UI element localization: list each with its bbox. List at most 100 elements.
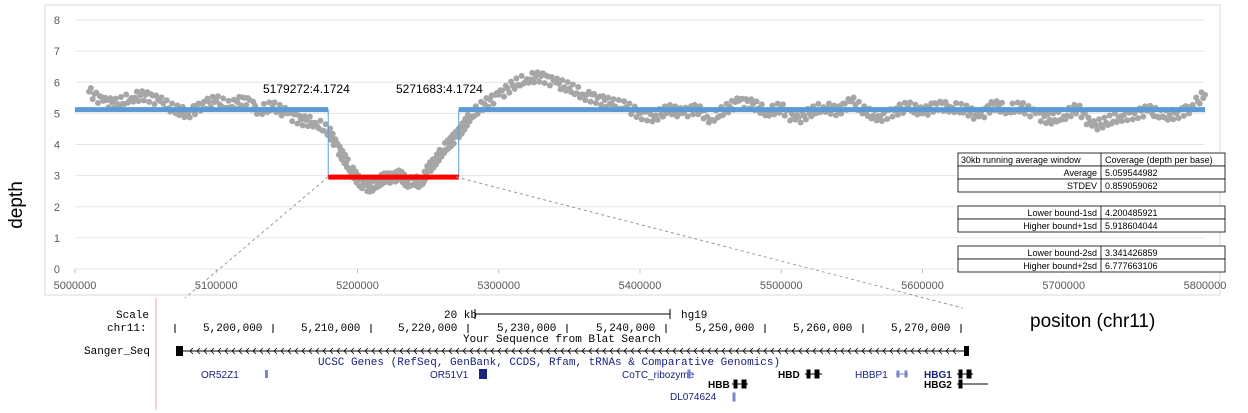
track-arrow — [826, 347, 831, 355]
track-arrow — [441, 347, 446, 355]
data-point — [758, 101, 765, 108]
data-point — [998, 99, 1005, 106]
data-point — [638, 116, 645, 123]
track-arrow — [476, 347, 481, 355]
chr-positions: 5,200,000 5,210,000 5,220,000 5,230,000 5,24… — [203, 323, 962, 335]
track-arrow — [819, 347, 824, 355]
track-arrow — [952, 347, 957, 355]
track-arrow — [805, 347, 810, 355]
data-point — [569, 81, 576, 88]
gene-or52z1-mark — [265, 370, 268, 378]
data-point — [901, 99, 908, 106]
data-point — [967, 110, 974, 117]
data-point — [894, 111, 901, 118]
data-point — [615, 97, 622, 104]
stats-row-label: Average — [1064, 168, 1097, 178]
data-point — [536, 78, 543, 85]
track-arrow — [420, 347, 425, 355]
track-arrow — [238, 347, 243, 355]
track-arrow — [868, 347, 873, 355]
x-tick-label: 5600000 — [901, 280, 944, 292]
track-arrow — [644, 347, 649, 355]
track-arrow — [882, 347, 887, 355]
track-arrow — [455, 347, 460, 355]
data-point — [174, 102, 181, 109]
track-arrow — [553, 347, 558, 355]
data-point — [689, 111, 696, 118]
track-arrow — [875, 347, 880, 355]
data-point — [907, 99, 914, 106]
zoom-connector-left — [184, 176, 329, 299]
scatter-points — [86, 69, 1208, 195]
stats-table: 30kb running average window Coverage (dep… — [957, 152, 1226, 273]
data-point — [1037, 118, 1044, 125]
data-point — [592, 100, 599, 107]
track-arrow — [637, 347, 642, 355]
track-arrow — [630, 347, 635, 355]
gene-glyphs — [732, 369, 988, 389]
stats-header-label: 30kb running average window — [961, 155, 1081, 165]
data-point — [993, 98, 1000, 105]
track-arrow — [336, 347, 341, 355]
chr-position-label: 5,230,000 — [497, 323, 556, 335]
stats-row-label: STDEV — [1067, 181, 1097, 191]
track-arrow — [609, 347, 614, 355]
average-lines — [75, 107, 1205, 180]
track-arrow — [546, 347, 551, 355]
data-point — [1094, 126, 1101, 133]
data-point — [463, 122, 470, 129]
track-arrow — [917, 347, 922, 355]
data-point — [109, 99, 116, 106]
x-tick-label: 5800000 — [1184, 280, 1227, 292]
track-arrow — [763, 347, 768, 355]
track-arrow — [623, 347, 628, 355]
data-point — [644, 117, 651, 124]
data-point — [541, 80, 548, 87]
x-tick-label: 5700000 — [1042, 280, 1085, 292]
track-arrow — [350, 347, 355, 355]
data-point — [1009, 100, 1016, 107]
data-point — [610, 96, 617, 103]
data-point — [605, 94, 612, 101]
data-point — [1134, 115, 1141, 122]
data-point — [146, 98, 153, 105]
gene-hbb: HBB — [708, 380, 730, 391]
track-arrow — [749, 347, 754, 355]
track-arrow — [504, 347, 509, 355]
data-point — [1106, 112, 1113, 119]
track-arrow — [196, 347, 201, 355]
track-arrow — [707, 347, 712, 355]
track-arrow — [525, 347, 530, 355]
track-arrow — [539, 347, 544, 355]
y-tick-label: 4 — [54, 140, 60, 152]
track-arrow — [448, 347, 453, 355]
data-point — [780, 101, 787, 108]
track-arrow — [245, 347, 250, 355]
data-point — [573, 90, 580, 97]
track-arrow — [581, 347, 586, 355]
data-point — [587, 98, 594, 105]
data-point — [531, 79, 538, 86]
stats-row-label: Higher bound+2sd — [1023, 261, 1097, 271]
data-point — [501, 93, 508, 100]
data-point — [953, 99, 960, 106]
track-arrow — [399, 347, 404, 355]
data-point — [889, 113, 896, 120]
track-arrow — [714, 347, 719, 355]
track-arrow — [322, 347, 327, 355]
data-point — [1166, 112, 1173, 119]
track-arrow — [784, 347, 789, 355]
track-arrow — [735, 347, 740, 355]
track-arrow — [497, 347, 502, 355]
data-point — [344, 156, 351, 163]
data-point — [342, 151, 349, 158]
chr-position-label: 5,220,000 — [398, 323, 457, 335]
annotations: 5179272:4.1724 5271683:4.1724 — [263, 82, 483, 96]
data-point — [1027, 113, 1034, 120]
track-arrow — [315, 347, 320, 355]
track-arrow — [812, 347, 817, 355]
chr-position-label: 5,210,000 — [301, 323, 360, 335]
chr-position-label: 5,250,000 — [695, 323, 754, 335]
data-point — [1202, 91, 1208, 98]
track-arrow — [595, 347, 600, 355]
